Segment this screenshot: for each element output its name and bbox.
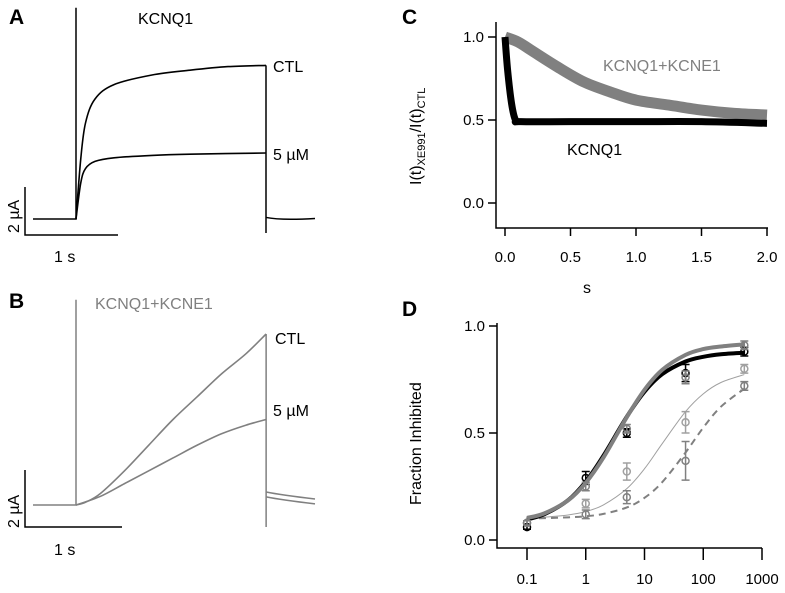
panel-label-d: D xyxy=(402,298,417,321)
panel-a-label-5um: 5 µM xyxy=(273,147,309,164)
panel-b-scale-bar xyxy=(24,470,122,528)
data-point xyxy=(681,456,690,466)
error-bar xyxy=(681,370,690,385)
tail-current-1 xyxy=(265,496,316,505)
panel-b-scale-current: 2 µA xyxy=(6,494,23,528)
panel-label-a: A xyxy=(9,6,24,29)
panel-d-ylabel: Fraction Inhibited xyxy=(408,382,425,505)
x-tick-label: 1000 xyxy=(745,571,778,588)
current-trace-ctl xyxy=(75,333,267,506)
panel-label-b: B xyxy=(9,290,24,313)
current-trace-5um xyxy=(75,418,267,506)
x-tick-label: 100 xyxy=(691,571,716,588)
panel-a-scale-bar xyxy=(24,187,118,236)
panel-d-axes xyxy=(496,323,762,549)
panel-c-plot: 0.0 0.5 1.0 1.5 2.0 0.0 0.5 1.0 xyxy=(463,22,777,266)
data-point xyxy=(522,518,532,528)
data-point xyxy=(681,418,690,427)
panel-b-label-ctl: CTL xyxy=(275,331,305,348)
panel-c-legend-kcnq1: KCNQ1 xyxy=(567,142,622,159)
fit-curve-2 xyxy=(526,374,745,519)
panel-a-scale-current: 2 µA xyxy=(6,199,23,233)
error-bar xyxy=(622,490,631,505)
data-point xyxy=(681,373,690,382)
y-tick-label: 0.0 xyxy=(463,195,484,212)
panel-a-title: KCNQ1 xyxy=(138,11,193,28)
y-tick-label: 0.0 xyxy=(464,532,485,549)
y-tick-label: 0.5 xyxy=(464,425,485,442)
error-bar xyxy=(681,440,690,481)
panel-a-traces xyxy=(33,7,316,233)
data-point xyxy=(622,424,632,433)
fit-curve-3 xyxy=(526,387,745,520)
x-tick-label: 1.0 xyxy=(626,249,647,266)
error-bar xyxy=(681,410,690,434)
x-tick-label: 2.0 xyxy=(757,249,778,266)
baseline-and-capacitive-spike xyxy=(33,299,77,506)
panel-b-traces xyxy=(33,299,316,527)
y-tick-label: 1.0 xyxy=(464,318,485,335)
panel-label-c: C xyxy=(402,6,417,29)
panel-a-label-ctl: CTL xyxy=(273,59,303,76)
panel-c-axes xyxy=(495,22,768,229)
x-tick-label: 1 xyxy=(582,571,590,588)
data-point xyxy=(740,341,749,350)
data-point xyxy=(740,364,749,374)
y-tick-label: 0.5 xyxy=(463,112,484,129)
series-kcnq1 xyxy=(501,36,768,127)
panel-c-legend-kcnq1-kcne1: KCNQ1+KCNE1 xyxy=(603,58,721,75)
fit-curve-1 xyxy=(526,342,745,520)
x-tick-label: 0.5 xyxy=(560,249,581,266)
tail-current-0 xyxy=(265,491,316,500)
panel-d-plot: 0.1 1 10 100 1000 0.0 0.5 1.0 xyxy=(464,318,779,588)
panel-a-scale-time: 1 s xyxy=(54,249,75,266)
x-tick-label: 1.5 xyxy=(691,249,712,266)
x-tick-label: 0.0 xyxy=(495,249,516,266)
panel-c-ylabel: I(t)XE991/I(t)CTL xyxy=(408,88,428,185)
panel-b-title: KCNQ1+KCNE1 xyxy=(95,296,213,313)
data-point xyxy=(581,499,590,508)
data-point xyxy=(581,482,590,491)
data-point xyxy=(740,381,749,391)
x-tick-label: 10 xyxy=(636,571,653,588)
current-trace-ctl xyxy=(75,64,267,220)
data-point xyxy=(581,510,590,519)
data-point xyxy=(622,467,632,476)
x-tick-label: 0.1 xyxy=(517,571,538,588)
y-tick-label: 1.0 xyxy=(463,29,484,46)
fit-curve-0 xyxy=(526,350,745,522)
data-point xyxy=(622,492,632,502)
panel-c-xlabel: s xyxy=(583,280,591,297)
current-trace-5um xyxy=(75,152,267,220)
panel-b-scale-time: 1 s xyxy=(54,542,75,559)
series-kcnq1-kcne1 xyxy=(503,31,768,121)
baseline-and-capacitive-spike xyxy=(33,7,77,220)
tail-current-0 xyxy=(265,216,316,220)
error-bar xyxy=(622,462,631,481)
panel-b-label-5um: 5 µM xyxy=(273,403,309,420)
